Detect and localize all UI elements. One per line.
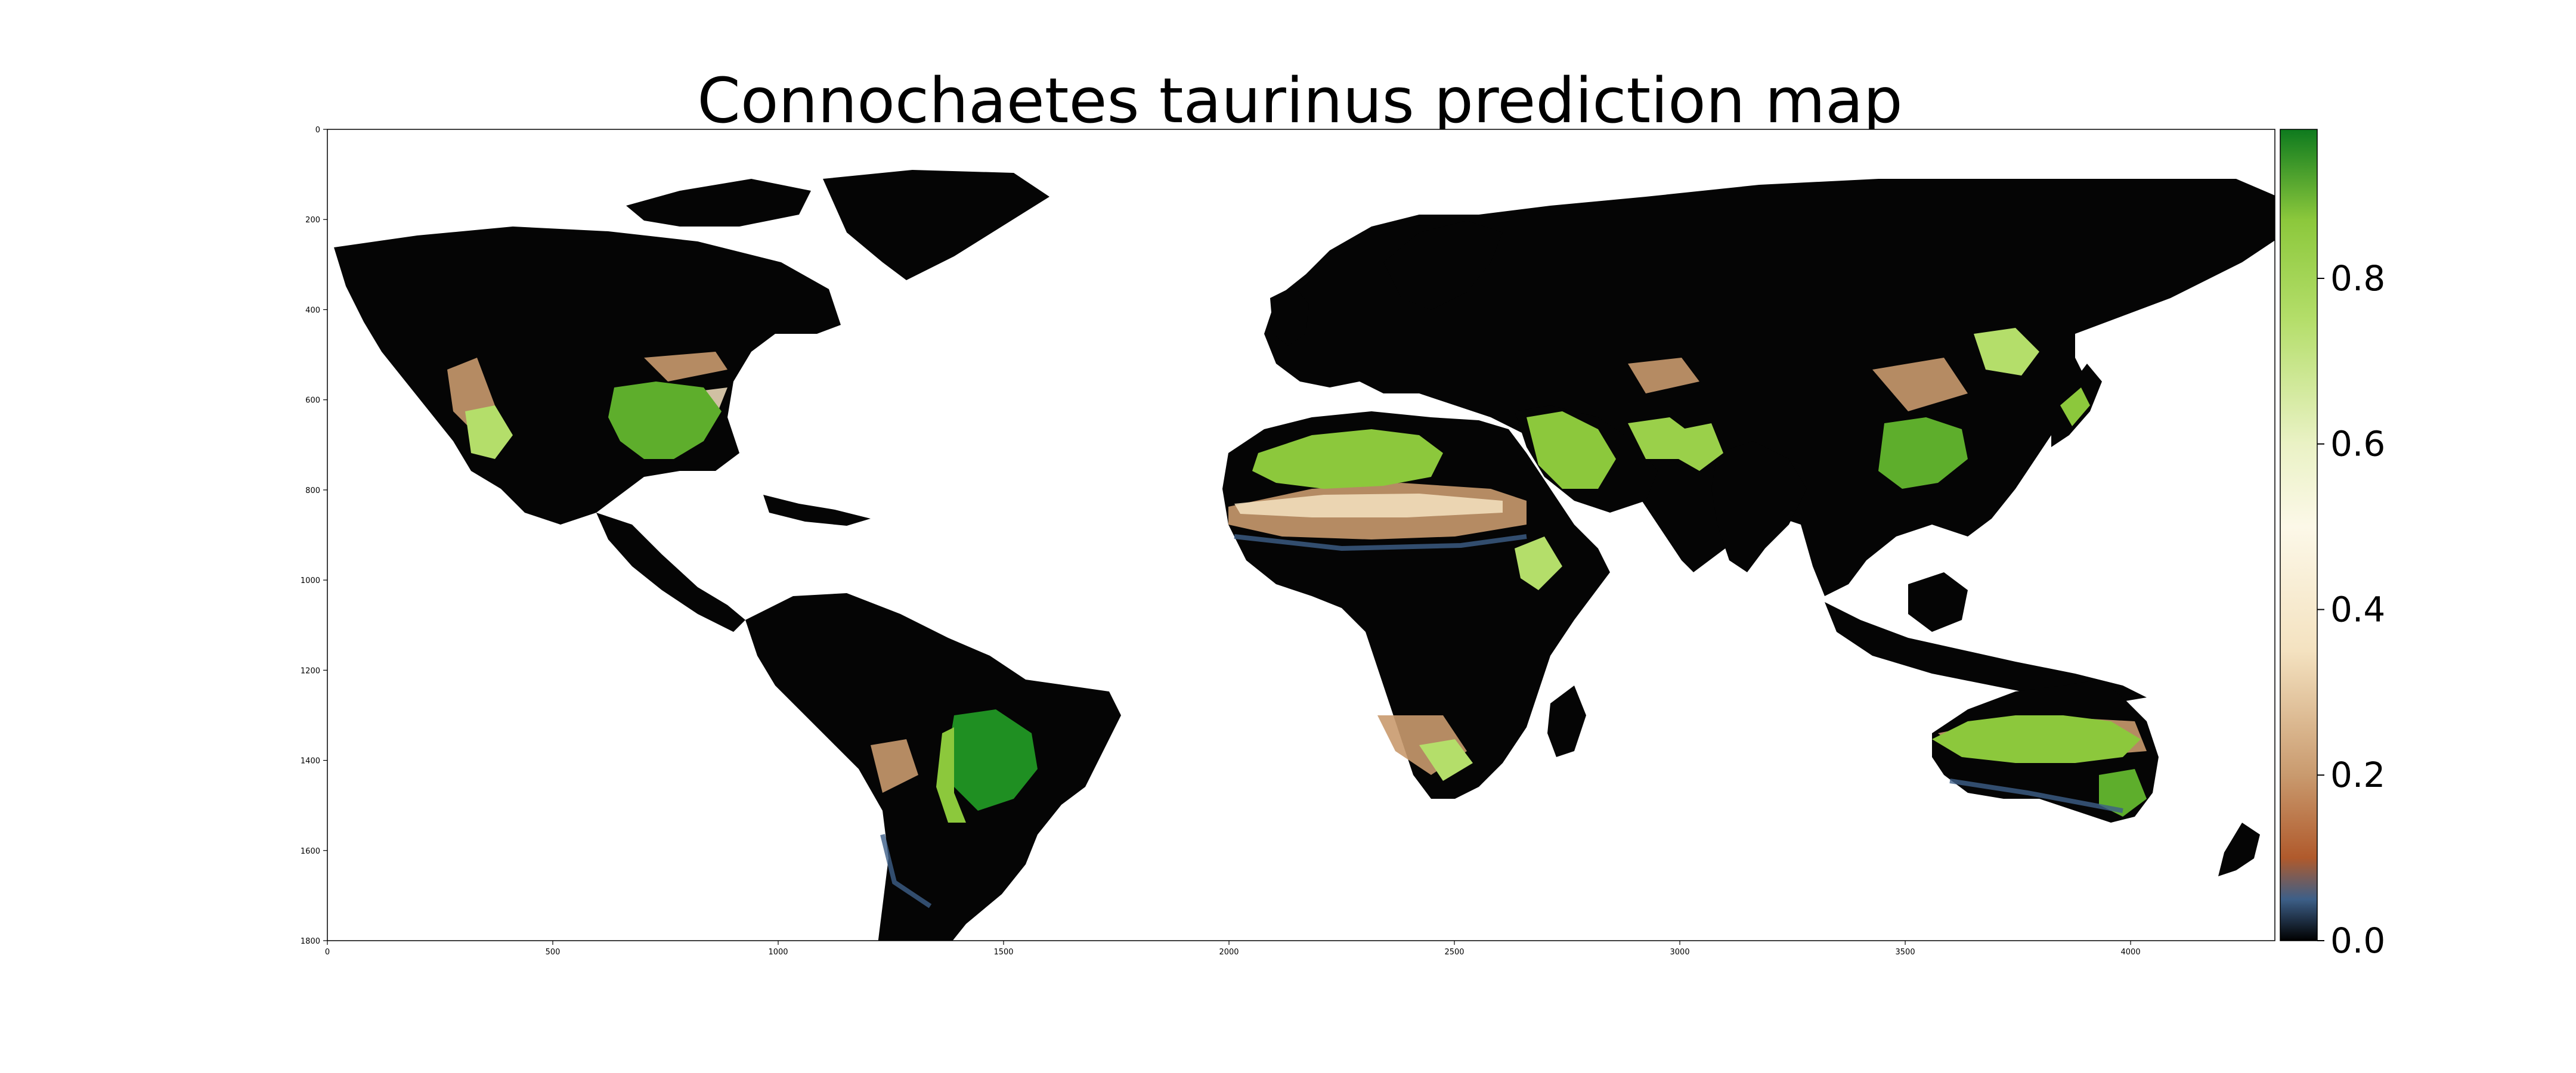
land-caribbean [763, 495, 871, 526]
land-greenland [823, 170, 1049, 280]
suitability-high-areas [465, 328, 2147, 823]
x-tick-label: 1500 [993, 948, 1013, 957]
colorbar-gradient [2280, 129, 2318, 941]
x-tick-label: 0 [325, 948, 330, 957]
y-tick-label: 1000 [301, 576, 320, 585]
colorbar-tick-label: 0.0 [2330, 920, 2385, 961]
land-layer [334, 170, 2275, 941]
map-y-ticks: 0 200 400 600 800 1000 1200 1400 1600 1800 [301, 126, 327, 946]
land-india [1711, 441, 1807, 572]
colorbar-tick-label: 0.4 [2330, 589, 2385, 629]
y-tick-label: 0 [315, 126, 320, 135]
map-x-ticks: 0 500 1000 1500 2000 2500 3000 3500 4000 [325, 941, 2141, 957]
x-tick-label: 1000 [768, 948, 788, 957]
high-australia-east [2099, 769, 2147, 817]
land-southeast-asia-islands [1825, 602, 2147, 703]
y-tick-label: 600 [305, 396, 320, 405]
land-uk [1270, 286, 1309, 346]
high-pakistan [1679, 423, 1723, 471]
x-tick-label: 500 [546, 948, 561, 957]
land-arctic-islands [626, 179, 811, 227]
x-tick-label: 2000 [1219, 948, 1239, 957]
high-north-china [1974, 328, 2039, 376]
colorbar-tick-label: 0.2 [2330, 755, 2385, 795]
land-central-america [596, 513, 745, 632]
y-tick-label: 1800 [301, 937, 320, 946]
y-tick-label: 1200 [301, 666, 320, 675]
land-eurasia [1264, 179, 2275, 596]
high-iran [1628, 417, 1693, 459]
x-tick-label: 3000 [1670, 948, 1690, 957]
land-borneo [1908, 572, 1968, 632]
colorbar-tick-label: 0.6 [2330, 424, 2385, 464]
colorbar-tick-label: 0.8 [2330, 258, 2385, 299]
high-arabia [1527, 411, 1616, 489]
y-tick-label: 800 [305, 486, 320, 495]
x-tick-label: 3500 [1896, 948, 1915, 957]
land-scandinavia [1383, 221, 1503, 310]
y-tick-label: 1400 [301, 757, 320, 766]
high-east-africa [1515, 536, 1562, 590]
high-japan [2060, 387, 2090, 426]
high-us-east [608, 382, 722, 459]
high-china [1878, 417, 1968, 489]
high-south-america-rim [936, 727, 966, 823]
x-tick-label: 4000 [2121, 948, 2141, 957]
high-us-west [465, 405, 513, 459]
high-south-america [948, 709, 1038, 811]
suitability-fringe [880, 534, 2123, 908]
y-tick-label: 400 [305, 306, 320, 315]
high-sahara [1252, 429, 1443, 489]
map-axes: 0 500 1000 1500 2000 2500 3000 3500 4000 0 200 400… [301, 126, 2275, 957]
land-north-america [334, 227, 841, 525]
high-southern-africa [1419, 739, 1473, 781]
colorbar: 0.0 0.2 0.4 0.6 0.8 [2280, 129, 2385, 961]
high-australia [1932, 715, 2141, 763]
y-tick-label: 1600 [301, 847, 320, 856]
y-tick-label: 200 [305, 216, 320, 225]
colorbar-ticks: 0.0 0.2 0.4 0.6 0.8 [2317, 258, 2385, 961]
land-new-zealand [2218, 823, 2260, 876]
land-madagascar [1547, 686, 1586, 757]
figure-title: Connochaetes taurinus prediction map [697, 64, 1903, 137]
land-south-america [745, 593, 1121, 941]
x-tick-label: 2500 [1444, 948, 1464, 957]
